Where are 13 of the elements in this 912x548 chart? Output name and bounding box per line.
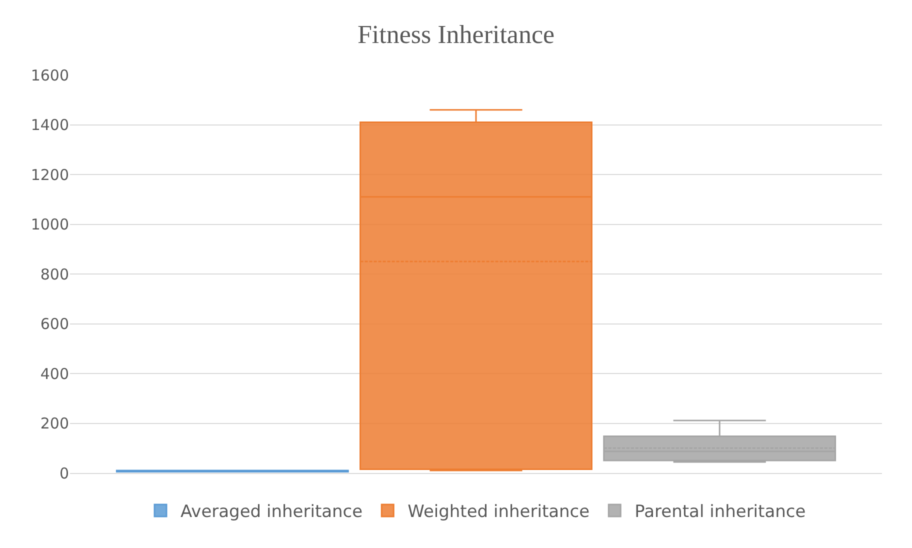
legend-label: Weighted inheritance <box>408 502 590 522</box>
y-tick-label: 400 <box>40 364 69 383</box>
y-tick-label: 800 <box>40 265 69 284</box>
y-tick-label: 1600 <box>30 66 69 84</box>
legend-label: Averaged inheritance <box>180 502 363 522</box>
y-tick-label: 1400 <box>30 116 69 134</box>
y-tick-label: 600 <box>40 315 69 333</box>
y-tick-label: 0 <box>59 464 69 482</box>
y-tick-label: 1000 <box>30 216 69 234</box>
chart-title: Fitness Inheritance <box>357 20 555 49</box>
legend-label: Parental inheritance <box>634 502 806 522</box>
y-tick-label: 1200 <box>30 166 69 184</box>
y-tick-label: 200 <box>40 414 69 432</box>
